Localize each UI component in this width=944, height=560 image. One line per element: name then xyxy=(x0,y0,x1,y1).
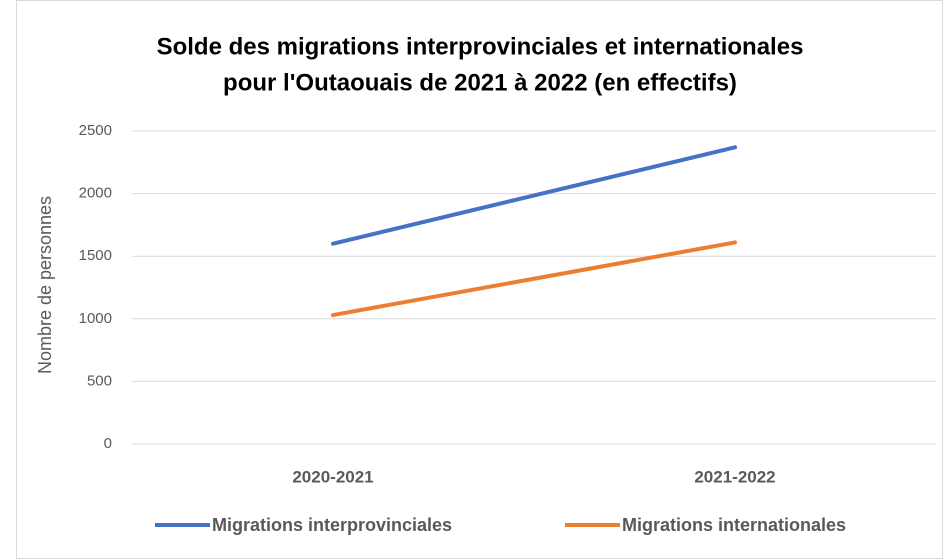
series-line xyxy=(331,240,737,318)
chart-title: Solde des migrations interprovinciales e… xyxy=(157,33,804,60)
x-tick-label: 2020-2021 xyxy=(292,467,373,486)
y-tick-label: 2500 xyxy=(79,122,112,139)
y-tick-label: 0 xyxy=(104,435,112,452)
chart-frame xyxy=(16,0,943,559)
y-tick-label: 500 xyxy=(87,372,112,389)
y-tick-label: 1000 xyxy=(79,310,112,327)
y-axis-label: Nombre de personnes xyxy=(35,196,55,374)
y-tick-label: 2000 xyxy=(79,185,112,202)
y-tick-label: 1500 xyxy=(79,247,112,264)
x-tick-label: 2021-2022 xyxy=(694,467,775,486)
chart-title: pour l'Outaouais de 2021 à 2022 (en effe… xyxy=(223,69,737,96)
legend-label: Migrations interprovinciales xyxy=(212,515,452,535)
series-line xyxy=(331,145,737,246)
legend-label: Migrations internationales xyxy=(622,515,846,535)
